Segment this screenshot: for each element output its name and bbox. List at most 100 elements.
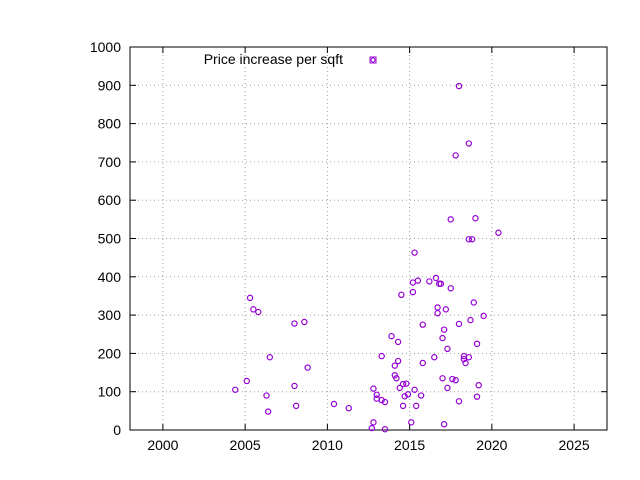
- data-points: [232, 82, 502, 433]
- data-point: [408, 419, 415, 426]
- data-point: [480, 312, 487, 320]
- data-point: [455, 398, 463, 405]
- data-point: [368, 424, 375, 432]
- data-point: [442, 306, 450, 313]
- data-point: [452, 152, 459, 159]
- y-tick-label: 0: [113, 422, 121, 438]
- plot-frame: [129, 46, 608, 431]
- data-point: [411, 249, 418, 256]
- data-point: [301, 318, 308, 326]
- data-point: [399, 380, 407, 388]
- data-point: [465, 236, 473, 243]
- data-point: [394, 357, 402, 365]
- x-axis: 2000 2005 2010 2015 2020 2025: [147, 47, 590, 453]
- legend-marker: [369, 56, 377, 64]
- data-point: [232, 386, 239, 393]
- data-point: [409, 288, 417, 296]
- data-point: [398, 291, 405, 299]
- data-point: [431, 354, 438, 361]
- x-tick-label: 2020: [476, 437, 507, 453]
- y-tick-label: 400: [98, 269, 122, 285]
- legend: Price increase per sqft: [204, 51, 377, 67]
- y-tick-label: 900: [98, 77, 122, 93]
- data-point: [246, 294, 254, 302]
- data-point: [440, 421, 448, 428]
- legend-label: Price increase per sqft: [204, 51, 343, 67]
- data-point: [370, 385, 377, 392]
- data-point: [404, 391, 412, 398]
- x-tick-label: 2015: [394, 437, 425, 453]
- data-point: [473, 393, 481, 400]
- grid-lines: [130, 46, 607, 431]
- data-point: [393, 375, 400, 382]
- x-tick-label: 2010: [312, 437, 343, 453]
- y-axis: 0 100 200 300 400 500 600 700 800 900 1000: [90, 39, 607, 438]
- y-tick-label: 300: [98, 307, 122, 323]
- data-point: [378, 352, 385, 360]
- data-point: [444, 345, 451, 353]
- data-point: [304, 364, 311, 371]
- data-point: [373, 391, 380, 398]
- data-point: [381, 398, 389, 406]
- data-point: [447, 285, 454, 292]
- data-point: [394, 338, 402, 346]
- data-point: [264, 408, 272, 415]
- data-point: [411, 386, 418, 393]
- data-point: [381, 426, 389, 433]
- y-tick-label: 500: [98, 231, 122, 247]
- data-point: [439, 334, 446, 342]
- data-point: [444, 384, 451, 392]
- data-point: [391, 372, 399, 379]
- y-tick-label: 100: [98, 384, 122, 400]
- data-point: [468, 236, 476, 243]
- data-point: [465, 354, 473, 361]
- data-point: [434, 309, 441, 317]
- x-tick-label: 2000: [147, 437, 178, 453]
- data-point: [419, 321, 426, 328]
- data-point: [401, 393, 408, 400]
- y-tick-label: 1000: [90, 39, 121, 55]
- data-point: [255, 308, 262, 316]
- data-point: [437, 280, 445, 287]
- data-point: [467, 316, 474, 324]
- y-tick-label: 800: [98, 116, 122, 132]
- data-point: [452, 377, 459, 384]
- data-point: [391, 362, 399, 369]
- data-point: [263, 392, 270, 399]
- data-point: [292, 402, 300, 410]
- data-point: [345, 404, 352, 412]
- data-point: [413, 402, 420, 410]
- data-point: [378, 396, 385, 404]
- data-point: [417, 392, 425, 399]
- y-tick-label: 600: [98, 192, 122, 208]
- data-point: [472, 215, 479, 222]
- data-point: [434, 304, 441, 311]
- legend-marker-point: [370, 57, 376, 63]
- data-point: [370, 419, 377, 426]
- y-tick-label: 700: [98, 154, 122, 170]
- data-point: [243, 377, 250, 385]
- data-point: [291, 320, 298, 327]
- data-point: [449, 375, 456, 383]
- data-point: [414, 277, 422, 284]
- data-point: [266, 354, 274, 361]
- x-tick-label: 2005: [230, 437, 261, 453]
- data-point: [447, 216, 454, 223]
- data-point: [473, 340, 481, 348]
- data-point: [455, 82, 463, 90]
- data-point: [439, 375, 446, 382]
- data-point: [403, 380, 410, 387]
- y-tick-label: 200: [98, 345, 122, 361]
- data-point: [440, 326, 448, 333]
- data-point: [330, 400, 338, 408]
- data-point: [462, 359, 469, 367]
- data-point: [250, 306, 257, 313]
- data-point: [396, 384, 403, 392]
- data-point: [419, 359, 426, 367]
- data-point: [291, 382, 298, 390]
- data-point: [399, 402, 407, 410]
- data-point: [426, 278, 433, 285]
- data-point: [470, 299, 477, 306]
- data-point: [388, 332, 395, 340]
